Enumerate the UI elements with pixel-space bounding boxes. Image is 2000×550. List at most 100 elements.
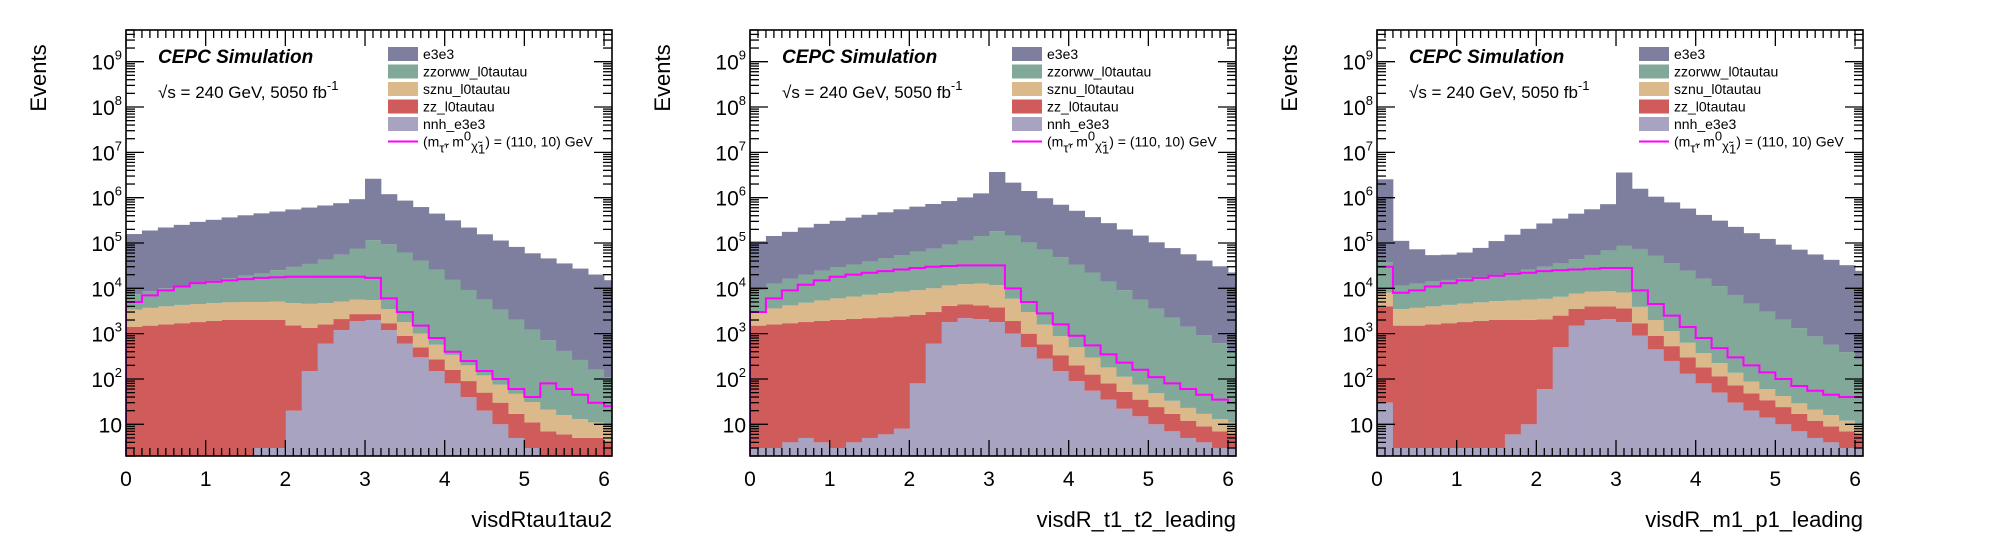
sig-sub1: τ̃ [1063,141,1073,156]
bar-sznu_l0tautau [1164,400,1181,414]
bar-sznu_l0tautau [861,294,878,319]
y-tick-base: 10 [715,324,738,347]
x-tick-label: 5 [519,468,531,491]
bar-zz_l0tautau [1132,399,1149,417]
y-tick-label: 102 [91,365,122,392]
bar-sznu_l0tautau [957,284,974,305]
bar-zz_l0tautau [1228,434,1236,449]
bar-zzorww_l0tautau [1536,266,1553,299]
bar-zzorww_l0tautau [1584,254,1601,292]
bar-zz_l0tautau [253,319,270,449]
legend-label-sznu_l0tautau: sznu_l0tautau [1674,81,1761,97]
bar-zzorww_l0tautau [205,280,223,304]
bar-sznu_l0tautau [1004,298,1022,322]
bar-sznu_l0tautau [1727,372,1744,386]
bar-zz_l0tautau [189,322,207,456]
y-tick-base: 10 [91,97,114,120]
legend-label-zz_l0tautau: zz_l0tautau [1674,99,1746,115]
bar-zzorww_l0tautau [813,270,831,301]
y-tick-base: 10 [1350,414,1373,437]
legend-swatch-zz_l0tautau [388,99,418,114]
bar-sznu_l0tautau [973,283,990,306]
bar-e3e3 [1472,247,1489,277]
y-tick-label: 109 [1342,48,1373,75]
series-nnh_e3e3 [253,320,541,456]
bar-nnh_e3e3 [349,321,366,456]
bar-zz_l0tautau [1855,434,1863,449]
bar-nnh_e3e3 [317,343,334,456]
bar-zz_l0tautau [1100,383,1117,400]
bar-nnh_e3e3 [1791,431,1808,456]
bar-e3e3 [1759,238,1776,312]
legend-swatch-e3e3 [1639,47,1669,61]
bar-zz_l0tautau [1775,407,1792,425]
y-tick-label: 106 [1342,184,1373,211]
bar-zz_l0tautau [1212,431,1229,449]
y-tick-exp: 5 [115,229,122,244]
bar-zzorww_l0tautau [893,255,910,292]
bar-zz_l0tautau [412,347,430,358]
bar-e3e3 [253,213,270,274]
bar-e3e3 [333,203,350,255]
sig-sub2b: 1 [478,142,485,157]
bar-zzorww_l0tautau [1377,262,1394,293]
sig-sup2: 0 [1715,129,1722,144]
bar-sznu_l0tautau [1180,407,1197,421]
bar-e3e3 [750,241,767,291]
y-tick-label: 108 [91,93,122,120]
bar-zzorww_l0tautau [861,261,878,295]
x-tick-label: 2 [280,468,292,491]
bar-zzorww_l0tautau [365,240,382,301]
y-tick-label: 103 [91,320,122,347]
stack-group [750,172,1236,456]
bar-nnh_e3e3 [1600,319,1617,456]
bar-zzorww_l0tautau [285,266,302,304]
series-sznu_l0tautau [126,299,612,443]
legend-label-nnh_e3e3: nnh_e3e3 [1674,116,1737,132]
bar-e3e3 [1504,234,1521,273]
y-tick-exp: 8 [1366,93,1373,108]
y-tick-exp: 2 [739,365,746,380]
y-tick-exp: 2 [1366,365,1373,380]
stack-group [126,178,612,456]
bar-nnh_e3e3 [1228,448,1236,456]
bar-zz_l0tautau [1759,400,1776,418]
bar-sznu_l0tautau [877,293,894,318]
bar-zzorww_l0tautau [221,277,238,303]
bar-e3e3 [1456,252,1474,279]
bar-nnh_e3e3 [1584,320,1601,456]
series-e3e3 [126,178,612,378]
bar-zzorww_l0tautau [925,248,942,289]
bar-e3e3 [572,268,589,360]
bar-zzorww_l0tautau [1807,336,1824,410]
y-tick-base: 10 [715,233,738,256]
series-zz_l0tautau [1377,306,1863,449]
sig-post: ) = (110, 10) GeV [1736,134,1844,150]
sig-post: ) = (110, 10) GeV [485,134,593,150]
bar-nnh_e3e3 [973,319,990,456]
bar-zzorww_l0tautau [1228,351,1236,423]
bar-sznu_l0tautau [556,415,573,435]
bar-nnh_e3e3 [333,330,350,456]
bar-nnh_e3e3 [1616,322,1633,456]
bar-e3e3 [1164,248,1181,318]
bar-zzorww_l0tautau [556,350,573,416]
bar-nnh_e3e3 [1711,392,1728,456]
bar-nnh_e3e3 [1180,437,1197,456]
bar-e3e3 [492,240,509,310]
bar-e3e3 [1775,244,1792,320]
legend-label-zzorww_l0tautau: zzorww_l0tautau [423,64,527,80]
bar-zz_l0tautau [460,381,477,398]
bar-sznu_l0tautau [269,301,286,320]
legend-label-e3e3: e3e3 [1674,46,1705,62]
y-tick-label: 109 [91,48,122,75]
bar-zzorww_l0tautau [349,248,366,300]
y-tick-base: 10 [91,233,114,256]
bar-e3e3 [157,227,175,289]
bar-zz_l0tautau [1392,325,1410,449]
signal-line [1377,265,1863,456]
y-tick-base: 10 [1342,188,1365,211]
x-tick-label: 3 [983,468,995,491]
bar-nnh_e3e3 [444,383,462,456]
